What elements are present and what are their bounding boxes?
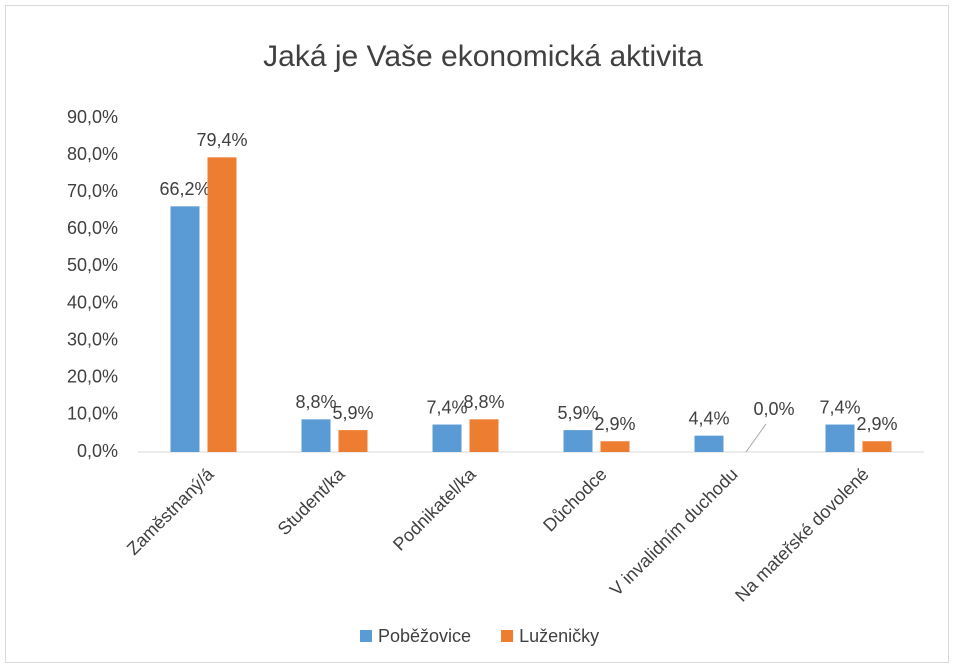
data-label: 7,4%	[426, 397, 467, 417]
y-tick-label: 20,0%	[67, 367, 118, 387]
bar	[207, 157, 237, 453]
chart-frame	[5, 5, 949, 663]
bar	[694, 435, 724, 452]
legend-swatch	[360, 630, 372, 642]
bar	[338, 430, 368, 452]
bar	[825, 424, 855, 452]
leader-line	[745, 423, 767, 453]
legend-label: Luženičky	[519, 626, 599, 646]
data-label: 2,9%	[856, 414, 897, 434]
data-label: 0,0%	[753, 399, 794, 419]
data-label: 5,9%	[332, 403, 373, 423]
y-tick-label: 90,0%	[67, 107, 118, 127]
y-tick-label: 70,0%	[67, 181, 118, 201]
data-label: 79,4%	[196, 130, 247, 150]
data-label: 2,9%	[594, 414, 635, 434]
y-tick-label: 40,0%	[67, 292, 118, 312]
legend-label: Poběžovice	[378, 626, 471, 646]
bar	[600, 441, 630, 452]
legend-swatch	[501, 630, 514, 642]
data-label: 5,9%	[557, 403, 598, 423]
y-tick-label: 0,0%	[77, 441, 118, 461]
data-label: 8,8%	[295, 392, 336, 412]
bar	[432, 424, 462, 452]
bar	[563, 430, 593, 452]
data-label: 8,8%	[463, 392, 504, 412]
y-tick-label: 60,0%	[67, 218, 118, 238]
bar	[301, 419, 331, 452]
chart-title: Jaká je Vaše ekonomická aktivita	[263, 40, 703, 73]
y-tick-label: 30,0%	[67, 329, 118, 349]
data-label: 7,4%	[819, 397, 860, 417]
y-tick-label: 10,0%	[67, 404, 118, 424]
bar	[862, 441, 892, 452]
y-tick-label: 50,0%	[67, 255, 118, 275]
bar	[170, 206, 200, 452]
y-tick-label: 80,0%	[67, 144, 118, 164]
bar	[469, 419, 499, 452]
data-label: 4,4%	[688, 408, 729, 428]
data-label: 66,2%	[159, 179, 210, 199]
